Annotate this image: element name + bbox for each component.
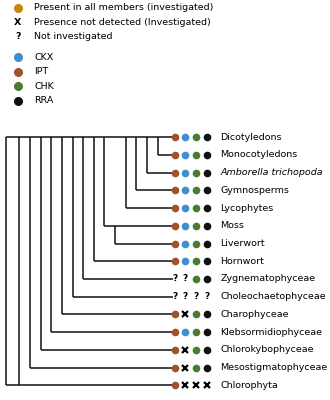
Text: IPT: IPT [34,67,48,76]
Text: Presence not detected (Investigated): Presence not detected (Investigated) [34,18,211,26]
Text: Moss: Moss [220,221,244,230]
Text: Klebsormidiophyceae: Klebsormidiophyceae [220,328,322,337]
Text: Chlorophyta: Chlorophyta [220,381,278,390]
Text: Charophyceae: Charophyceae [220,310,289,319]
Text: ?: ? [172,274,177,284]
Text: Amborella trichopoda: Amborella trichopoda [220,168,323,177]
Text: CKX: CKX [34,53,53,62]
Text: ?: ? [172,292,177,301]
Text: Gymnosperms: Gymnosperms [220,186,289,195]
Text: ?: ? [183,274,188,284]
Text: Monocotyledons: Monocotyledons [220,150,297,159]
Text: ?: ? [204,292,209,301]
Text: ?: ? [193,292,199,301]
Text: Chlorokybophyceae: Chlorokybophyceae [220,346,314,354]
Text: X: X [14,18,21,26]
Text: ?: ? [15,32,20,41]
Text: Present in all members (investigated): Present in all members (investigated) [34,3,214,12]
Text: RRA: RRA [34,96,53,105]
Text: ?: ? [183,292,188,301]
Text: Not investigated: Not investigated [34,32,113,41]
Text: Choleochaetophyceae: Choleochaetophyceae [220,292,326,301]
Text: Liverwort: Liverwort [220,239,265,248]
Text: Lycophytes: Lycophytes [220,204,274,212]
Text: Zygnematophyceae: Zygnematophyceae [220,274,315,284]
Text: Hornwort: Hornwort [220,257,264,266]
Text: CHK: CHK [34,82,54,91]
Text: Dicotyledons: Dicotyledons [220,133,282,142]
Text: Mesostigmatophyceae: Mesostigmatophyceae [220,363,327,372]
